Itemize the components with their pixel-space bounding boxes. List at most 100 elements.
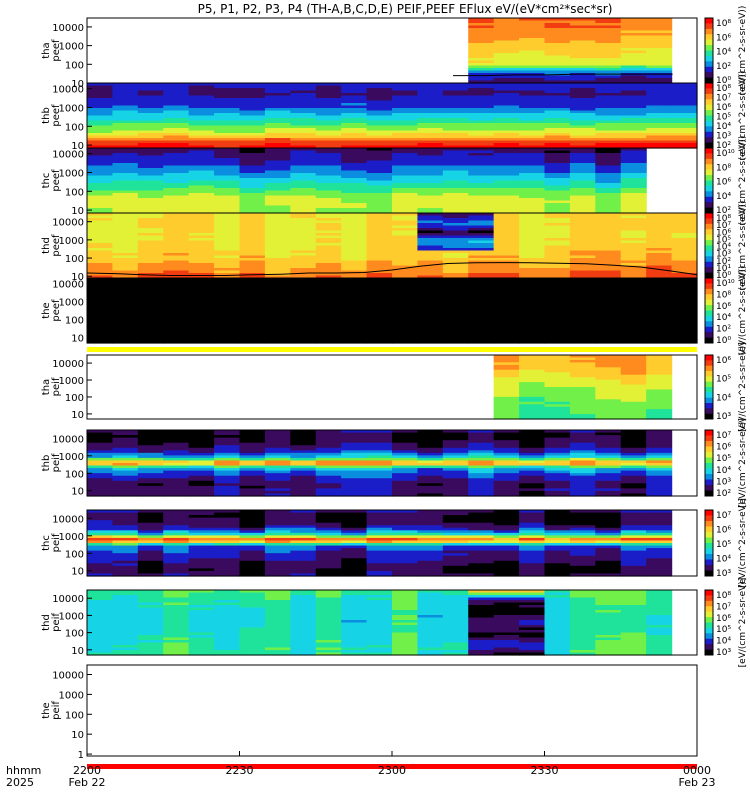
spectrogram-cell: [646, 225, 673, 229]
spectrogram-cell: [163, 290, 190, 294]
spectrogram-cell: [214, 328, 241, 332]
spectrogram-cell: [163, 475, 190, 479]
spectrogram-cell: [239, 253, 266, 257]
spectrogram-cell: [620, 615, 647, 619]
spectrogram-cell: [87, 295, 114, 299]
spectrogram-cell: [544, 399, 571, 403]
spectrogram-cell: [264, 118, 291, 122]
spectrogram-cell: [569, 53, 596, 57]
spectrogram-cell: [569, 303, 596, 307]
spectrogram-cell: [163, 550, 190, 554]
spectrogram-cell: [366, 318, 393, 322]
spectrogram-cell: [392, 238, 419, 242]
spectrogram-cell: [671, 258, 698, 262]
spectrogram-cell: [595, 158, 622, 162]
spectrogram-cell: [646, 85, 673, 89]
spectrogram-cell: [366, 517, 393, 521]
spectrogram-cell: [468, 520, 495, 524]
spectrogram-cell: [264, 263, 291, 267]
spectrogram-cell: [366, 553, 393, 557]
spectrogram-cell: [239, 328, 266, 332]
spectrogram-cell: [366, 218, 393, 222]
spectrogram-cell: [493, 394, 520, 398]
spectrogram-cell: [595, 340, 622, 344]
colorbar-swatch: [705, 169, 713, 176]
spectrogram-cell: [519, 512, 546, 516]
spectrogram-cell: [137, 275, 164, 279]
spectrogram-cell: [87, 83, 114, 87]
spectrogram-cell: [544, 295, 571, 299]
spectrogram-cell: [239, 95, 266, 99]
spectrogram-cell: [137, 315, 164, 319]
spectrogram-cell: [315, 537, 342, 542]
spectrogram-cell: [341, 238, 368, 242]
spectrogram-cell: [366, 338, 393, 342]
spectrogram-cell: [290, 203, 317, 207]
spectrogram-cell: [290, 535, 317, 539]
spectrogram-cell: [315, 478, 342, 482]
spectrogram-cell: [341, 175, 368, 179]
spectrogram-cell: [264, 545, 291, 549]
spectrogram-cell: [392, 145, 419, 149]
spectrogram-cell: [163, 325, 190, 329]
spectrogram-cell: [646, 80, 673, 84]
spectrogram-cell: [112, 308, 139, 312]
spectrogram-cell: [620, 250, 647, 254]
spectrogram-cell: [392, 647, 419, 651]
spectrogram-cell: [442, 515, 469, 519]
spectrogram-cell: [239, 437, 266, 441]
spectrogram-cell: [366, 223, 393, 227]
spectrogram-cell: [137, 313, 164, 317]
spectrogram-cell: [595, 108, 622, 112]
spectrogram-cell: [112, 158, 139, 162]
spectrogram-cell: [468, 452, 495, 456]
spectrogram-cell: [239, 258, 266, 262]
spectrogram-cell: [163, 163, 190, 167]
spectrogram-cell: [392, 213, 419, 217]
spectrogram-cell: [290, 465, 317, 469]
spectrogram-cell: [519, 430, 546, 434]
spectrogram-cell: [417, 560, 444, 564]
spectrogram-cell: [290, 622, 317, 626]
spectrogram-cell: [112, 143, 139, 147]
spectrogram-cell: [519, 308, 546, 312]
spectrogram-cell: [392, 275, 419, 279]
spectrogram-cell: [163, 288, 190, 292]
spectrogram-cell: [646, 493, 673, 497]
colorbar-tick-label: 10²: [716, 206, 731, 216]
spectrogram-cell: [468, 315, 495, 319]
spectrogram-cell: [544, 263, 571, 267]
spectrogram-cell: [392, 435, 419, 439]
spectrogram-cell: [595, 218, 622, 222]
spectrogram-cell: [646, 228, 673, 232]
spectrogram-cell: [239, 225, 266, 229]
spectrogram-cell: [112, 543, 139, 547]
spectrogram-cell: [493, 525, 520, 529]
spectrogram-cell: [620, 20, 647, 24]
spectrogram-cell: [315, 213, 342, 217]
spectrogram-cell: [569, 90, 596, 94]
spectrogram-cell: [392, 525, 419, 529]
spectrogram-cell: [392, 447, 419, 451]
spectrogram-cell: [341, 520, 368, 524]
spectrogram-cell: [544, 55, 571, 59]
spectrogram-cell: [620, 318, 647, 322]
spectrogram-cell: [493, 288, 520, 292]
spectrogram-cell: [595, 228, 622, 232]
spectrogram-cell: [366, 105, 393, 109]
spectrogram-cell: [569, 195, 596, 199]
y-tick-label: 10000: [52, 670, 84, 681]
spectrogram-cell: [417, 478, 444, 482]
spectrogram-cell: [188, 545, 215, 549]
spectrogram-cell: [137, 95, 164, 99]
spectrogram-cell: [366, 275, 393, 279]
spectrogram-cell: [341, 455, 368, 459]
colorbar-swatch: [705, 196, 713, 203]
spectrogram-cell: [569, 45, 596, 49]
spectrogram-cell: [290, 330, 317, 334]
spectrogram-cell: [569, 243, 596, 247]
spectrogram-cell: [290, 265, 317, 269]
spectrogram-cell: [341, 318, 368, 322]
spectrogram-cell: [671, 135, 698, 139]
spectrogram-cell: [112, 178, 139, 182]
